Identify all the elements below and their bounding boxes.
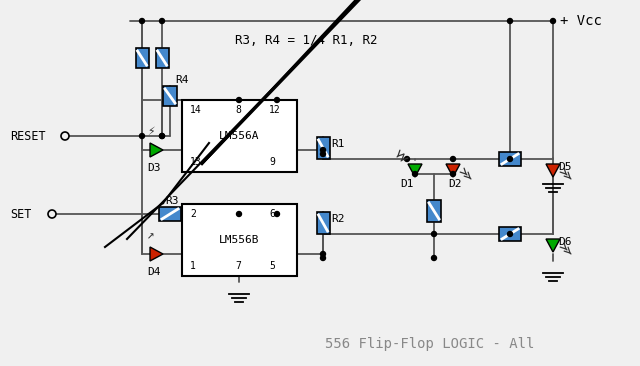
Circle shape <box>48 210 56 218</box>
Circle shape <box>451 157 456 161</box>
Circle shape <box>508 232 513 236</box>
Text: 8: 8 <box>235 105 241 115</box>
Bar <box>317 212 330 234</box>
Text: 6: 6 <box>269 209 275 219</box>
Text: ⚡: ⚡ <box>147 126 154 138</box>
Circle shape <box>140 134 145 138</box>
Text: D4: D4 <box>147 267 161 277</box>
Bar <box>156 48 168 68</box>
Circle shape <box>61 132 69 140</box>
Circle shape <box>237 212 241 217</box>
Text: 7: 7 <box>235 261 241 271</box>
Text: ↗: ↗ <box>147 229 154 243</box>
Text: 14: 14 <box>190 105 202 115</box>
Circle shape <box>321 147 326 153</box>
Text: 9: 9 <box>269 157 275 167</box>
Bar <box>163 86 177 106</box>
Bar <box>317 137 330 159</box>
Circle shape <box>321 152 326 157</box>
Circle shape <box>321 251 326 257</box>
Text: LM556B: LM556B <box>220 235 260 245</box>
Circle shape <box>550 19 556 23</box>
Polygon shape <box>446 164 460 177</box>
Text: D2: D2 <box>448 179 461 189</box>
Bar <box>182 204 297 276</box>
Bar <box>427 200 441 222</box>
Text: D6: D6 <box>558 237 572 247</box>
Text: D5: D5 <box>558 162 572 172</box>
Bar <box>159 207 181 221</box>
Circle shape <box>275 212 280 217</box>
Text: LM556A: LM556A <box>220 131 260 141</box>
Bar <box>136 48 148 68</box>
Circle shape <box>413 172 417 176</box>
Polygon shape <box>150 143 163 157</box>
Polygon shape <box>546 239 560 252</box>
Text: R1: R1 <box>331 139 344 149</box>
Circle shape <box>404 157 410 161</box>
Circle shape <box>159 134 164 138</box>
Text: D1: D1 <box>400 179 413 189</box>
Bar <box>499 227 521 241</box>
Circle shape <box>140 19 145 23</box>
Text: D3: D3 <box>147 163 161 173</box>
Text: 2: 2 <box>190 209 196 219</box>
Text: 13: 13 <box>190 157 202 167</box>
Text: 1: 1 <box>190 261 196 271</box>
Circle shape <box>159 134 164 138</box>
Circle shape <box>321 255 326 261</box>
Bar <box>182 100 297 172</box>
Text: R2: R2 <box>331 214 344 224</box>
Text: 5: 5 <box>269 261 275 271</box>
Circle shape <box>275 97 280 102</box>
Text: RESET: RESET <box>10 130 45 142</box>
Circle shape <box>237 97 241 102</box>
Text: 556 Flip-Flop LOGIC - All: 556 Flip-Flop LOGIC - All <box>325 337 534 351</box>
Circle shape <box>431 255 436 261</box>
Circle shape <box>431 232 436 236</box>
Circle shape <box>451 172 456 176</box>
Polygon shape <box>150 247 163 261</box>
Polygon shape <box>546 164 560 177</box>
Circle shape <box>508 157 513 161</box>
Circle shape <box>159 19 164 23</box>
Text: 12: 12 <box>269 105 281 115</box>
Circle shape <box>508 19 513 23</box>
Text: R3, R4 = 1/4 R1, R2: R3, R4 = 1/4 R1, R2 <box>235 34 378 48</box>
Text: R4: R4 <box>175 75 189 85</box>
Text: R3: R3 <box>165 196 179 206</box>
Polygon shape <box>408 164 422 177</box>
Text: + Vcc: + Vcc <box>560 14 602 28</box>
Text: SET: SET <box>10 208 31 220</box>
Bar <box>499 152 521 166</box>
